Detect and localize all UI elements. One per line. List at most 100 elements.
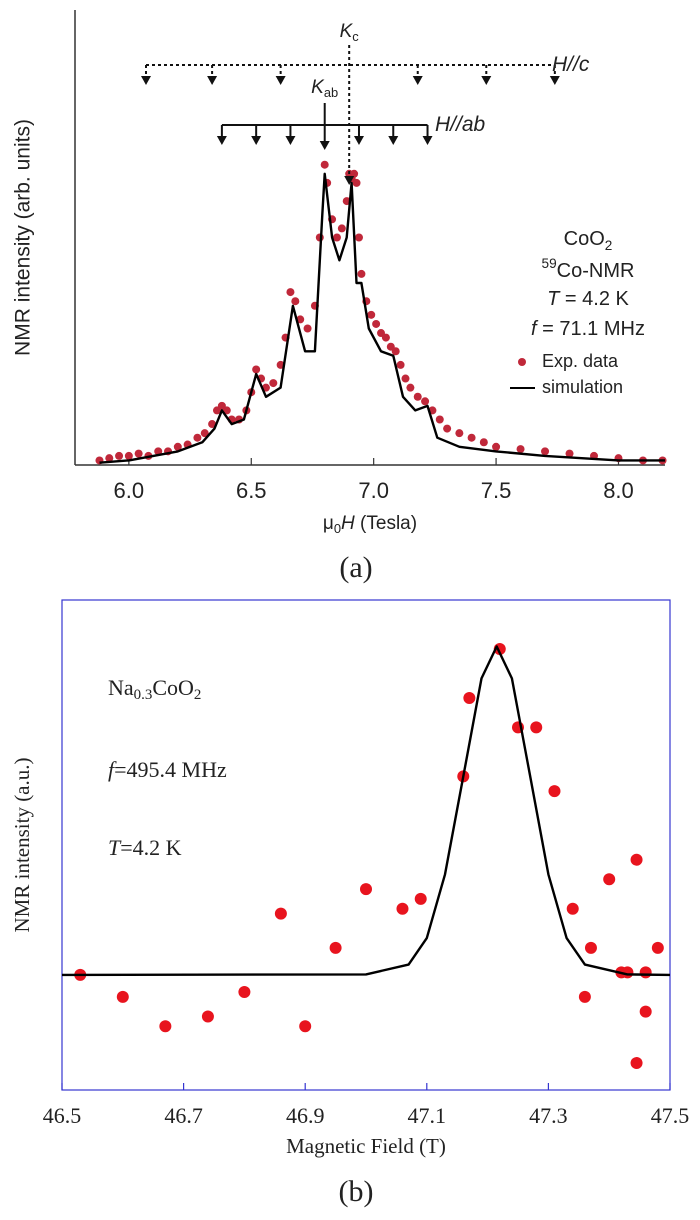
x-tick-label: 46.5 — [43, 1103, 82, 1128]
data-point — [630, 1057, 643, 1070]
data-point — [105, 454, 114, 463]
data-point — [208, 420, 217, 429]
data-point — [421, 397, 430, 406]
data-point — [584, 941, 597, 954]
data-point — [124, 451, 133, 460]
data-point — [566, 902, 579, 915]
data-point — [286, 288, 295, 297]
data-point — [467, 433, 476, 442]
text-part: μ — [323, 513, 334, 534]
data-point — [455, 429, 464, 438]
data-point — [352, 178, 361, 187]
data-point — [396, 360, 405, 369]
marker-center-label: Kc — [340, 21, 360, 44]
text-part: Co-NMR — [557, 260, 635, 282]
x-tick-label: 46.7 — [164, 1103, 203, 1128]
data-point — [651, 941, 664, 954]
data-point — [541, 447, 550, 456]
data-point — [401, 374, 410, 383]
data-point — [116, 990, 129, 1003]
text-part: CoO — [564, 228, 605, 250]
data-point — [391, 347, 400, 356]
annotation: Na0.3CoO2 — [108, 675, 201, 703]
text-part: ab — [324, 85, 338, 100]
text-part: 0 — [334, 521, 341, 536]
marker-arrow — [207, 76, 218, 85]
y-axis-label: NMR intensity (arb. units) — [12, 119, 35, 356]
data-point — [332, 233, 341, 242]
text-part: =495.4 MHz — [114, 757, 227, 782]
legend-swatch — [518, 358, 526, 366]
data-point — [639, 966, 652, 979]
text-part: H — [341, 513, 355, 534]
data-point — [200, 429, 209, 438]
text-part: 2 — [194, 687, 201, 703]
data-point — [329, 941, 342, 954]
text-part: H//ab — [435, 113, 486, 136]
text-part: = 71.1 MHz — [537, 318, 645, 340]
data-point — [630, 853, 643, 866]
text-part: f — [108, 757, 117, 782]
data-point — [479, 438, 488, 447]
marker-arrow — [422, 136, 433, 145]
x-tick-label: 47.5 — [651, 1103, 690, 1128]
data-point — [299, 1020, 312, 1033]
text-part: K — [340, 21, 354, 42]
data-point — [238, 986, 251, 998]
data-point — [201, 1010, 214, 1023]
data-point — [337, 224, 346, 233]
chart: 46.5 46.7 46.9 47.1 47.3 47.5 Magnetic Field (… — [10, 599, 690, 1158]
x-tick-label: 7.0 — [358, 478, 389, 503]
text-part: (Tesla) — [355, 513, 417, 534]
marker-arrow — [251, 136, 262, 145]
data-point — [413, 392, 422, 401]
text-part: f — [531, 318, 539, 340]
x-tick-label: 6.5 — [236, 478, 267, 503]
chart: 6.0 6.5 7.0 7.5 8.0 μ0H (Tesla) NMR intensity … — [12, 10, 667, 536]
annotation: T=4.2 K — [108, 835, 182, 860]
data-point — [274, 907, 287, 920]
data-point — [303, 324, 312, 333]
data-point — [639, 1005, 652, 1018]
annotation: CoO2 — [564, 228, 613, 252]
text-part: H//c — [552, 53, 590, 76]
x-tick-label: 8.0 — [603, 478, 634, 503]
marker-arrow — [140, 76, 151, 85]
marker-arrow — [344, 176, 355, 185]
data-point — [291, 297, 300, 306]
data-point — [159, 1020, 172, 1033]
data-point — [354, 233, 363, 242]
data-point — [173, 442, 182, 451]
marker-center-label: Kab — [311, 77, 338, 100]
data-point — [154, 447, 163, 456]
marker-arrow — [275, 76, 286, 85]
x-axis-label: μ0H (Tesla) — [323, 513, 417, 536]
legend-label: simulation — [542, 377, 623, 397]
data-point — [381, 333, 390, 342]
x-tick-label: 47.1 — [408, 1103, 447, 1128]
text-part: Na — [108, 675, 134, 700]
caption: (a) — [339, 551, 372, 584]
marker-arrow — [549, 76, 560, 85]
annotation: 59Co-NMR — [542, 256, 635, 283]
annotation: T = 4.2 K — [547, 288, 629, 310]
x-tick-label: 46.9 — [286, 1103, 325, 1128]
data-point — [372, 319, 381, 328]
caption: (b) — [339, 1175, 374, 1208]
text-part: K — [311, 77, 325, 98]
marker-arrow — [412, 76, 423, 85]
marker-arrow — [216, 136, 227, 145]
x-axis-label: Magnetic Field (T) — [286, 1134, 446, 1158]
marker-arrow — [481, 76, 492, 85]
text-part: T — [547, 288, 561, 310]
line-series — [61, 645, 671, 977]
data-point — [193, 433, 202, 442]
data-point — [578, 990, 591, 1003]
data-point — [396, 902, 409, 915]
x-tick-label: 47.3 — [529, 1103, 568, 1128]
data-point — [360, 883, 372, 896]
data-point — [367, 310, 376, 319]
marker-label: H//c — [552, 53, 590, 76]
data-point — [320, 160, 329, 169]
